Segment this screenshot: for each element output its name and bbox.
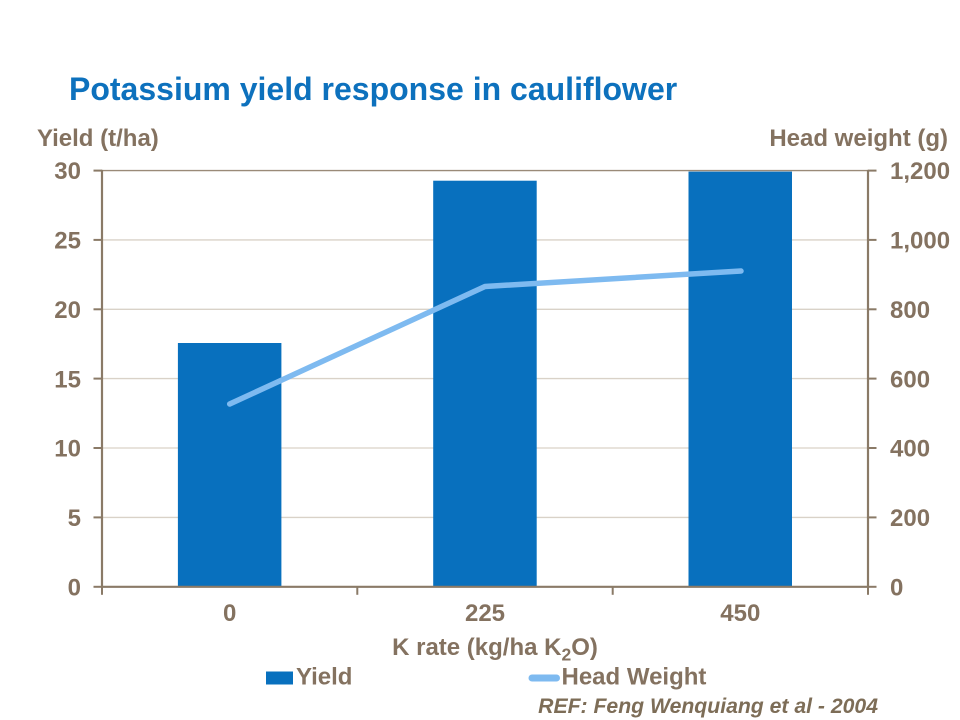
svg-text:Head Weight: Head Weight xyxy=(562,664,707,691)
svg-text:Yield (t/ha): Yield (t/ha) xyxy=(37,125,159,152)
svg-text:15: 15 xyxy=(54,366,81,393)
svg-text:1,000: 1,000 xyxy=(890,228,950,255)
svg-text:1,200: 1,200 xyxy=(890,158,950,185)
svg-text:0: 0 xyxy=(890,575,903,602)
svg-text:800: 800 xyxy=(890,297,930,324)
svg-text:20: 20 xyxy=(54,297,81,324)
svg-text:10: 10 xyxy=(54,436,81,463)
svg-text:REF: Feng Wenquiang et al - 20: REF: Feng Wenquiang et al - 2004 xyxy=(538,695,878,718)
svg-text:25: 25 xyxy=(54,228,81,255)
svg-text:200: 200 xyxy=(890,505,930,532)
svg-text:450: 450 xyxy=(720,600,760,627)
svg-text:600: 600 xyxy=(890,366,930,393)
svg-text:30: 30 xyxy=(54,158,81,185)
svg-text:Head weight (g): Head weight (g) xyxy=(769,125,948,152)
svg-text:Potassium yield response in ca: Potassium yield response in cauliflower xyxy=(69,71,677,107)
svg-text:Yield: Yield xyxy=(296,664,352,691)
svg-text:400: 400 xyxy=(890,436,930,463)
svg-text:225: 225 xyxy=(465,600,505,627)
svg-text:0: 0 xyxy=(68,575,81,602)
svg-text:0: 0 xyxy=(223,600,236,627)
svg-text:5: 5 xyxy=(68,505,81,532)
